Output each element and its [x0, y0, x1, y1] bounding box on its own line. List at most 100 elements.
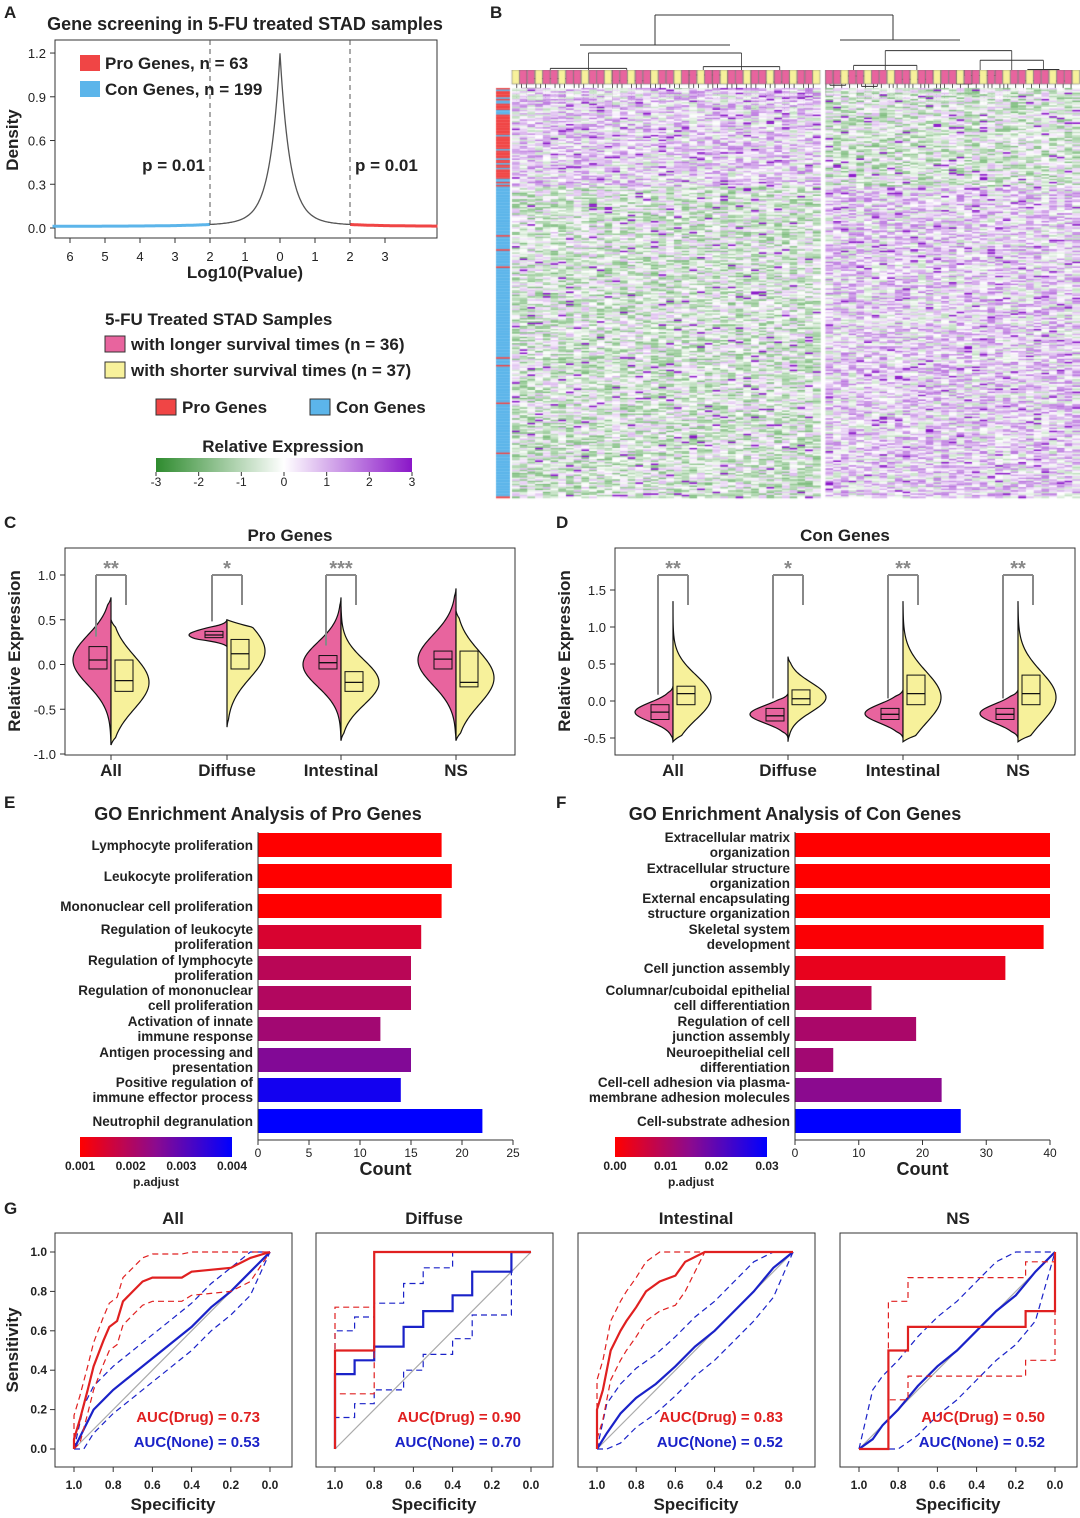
- roc-curve-none: [596, 1251, 794, 1450]
- colorbar-tick: 0.001: [65, 1159, 95, 1173]
- y-tick-label: 0.0: [588, 694, 606, 709]
- plot-frame: [839, 1232, 1078, 1468]
- colorbar-tick: 0.02: [705, 1159, 729, 1173]
- legend-label: Pro Genes, n = 63: [105, 54, 248, 73]
- bar: [258, 1109, 483, 1133]
- roc-ci-lower-drug: [334, 1251, 531, 1449]
- x-axis-label: Specificity: [653, 1495, 739, 1514]
- bar: [258, 925, 422, 949]
- pro-genes-density: [350, 223, 438, 228]
- x-tick-label: 0.0: [785, 1478, 802, 1492]
- x-tick-label: All: [662, 761, 684, 780]
- bar-label: membrane adhesion molecules: [589, 1090, 790, 1105]
- panel-letter: D: [556, 513, 568, 532]
- y-tick-label: 0.6: [28, 134, 46, 149]
- colorbar-tick: 0.004: [217, 1159, 247, 1173]
- roc-ci-lower-none: [597, 1251, 794, 1450]
- y-axis-label: Relative Expression: [555, 570, 574, 732]
- roc-curve-drug: [72, 1250, 271, 1449]
- x-tick-label: 30: [980, 1146, 994, 1160]
- chart-title: Pro Genes: [247, 526, 332, 545]
- panel-letter: A: [4, 3, 16, 22]
- auc-none-label: AUC(None) = 0.52: [919, 1434, 1045, 1451]
- chart-title: GO Enrichment Analysis of Pro Genes: [94, 804, 421, 824]
- colorbar-tick: 0.01: [654, 1159, 678, 1173]
- y-tick-label: 0.8: [30, 1284, 47, 1298]
- legend-label: with longer survival times (n = 36): [130, 335, 405, 354]
- bar-label: development: [707, 937, 791, 952]
- y-tick-label: 0.0: [30, 1442, 47, 1456]
- colorbar-tick: 0.03: [755, 1159, 779, 1173]
- x-tick-label: 0.4: [183, 1478, 200, 1492]
- y-tick-label: -0.5: [34, 702, 56, 717]
- panel-letter: F: [556, 793, 566, 812]
- con-genes-density: [52, 223, 210, 228]
- x-tick-label: 2: [206, 249, 213, 264]
- y-tick-label: 0.4: [30, 1363, 47, 1377]
- colorbar-tick: -3: [151, 475, 162, 489]
- auc-drug-label: AUC(Drug) = 0.73: [136, 1409, 260, 1426]
- y-tick-label: 0.5: [38, 613, 56, 628]
- y-tick-label: 0.6: [30, 1324, 47, 1338]
- x-tick-label: 0: [255, 1146, 262, 1160]
- bar: [795, 956, 1006, 980]
- p-adjust-colorbar: [80, 1137, 232, 1157]
- x-tick-label: 1: [241, 249, 248, 264]
- bar-label: Leukocyte proliferation: [104, 869, 253, 884]
- bar: [795, 1109, 961, 1133]
- x-tick-label: 0.2: [483, 1478, 500, 1492]
- panel-letter: B: [490, 3, 502, 22]
- bar: [795, 1017, 917, 1041]
- bar: [258, 833, 442, 857]
- x-tick-label: 20: [916, 1146, 930, 1160]
- x-tick-label: 0.6: [144, 1478, 161, 1492]
- x-tick-label: 0.8: [890, 1478, 907, 1492]
- roc-title: Diffuse: [405, 1209, 463, 1228]
- x-tick-label: 0.8: [366, 1478, 383, 1492]
- violin-longer: [634, 686, 674, 742]
- auc-none-label: AUC(None) = 0.53: [134, 1434, 260, 1451]
- boxplot-shorter: [1021, 674, 1041, 706]
- colorbar-title: Relative Expression: [202, 437, 364, 456]
- x-tick-label: 0.6: [667, 1478, 684, 1492]
- y-tick-label: 0.3: [28, 177, 46, 192]
- y-tick-label: 1.0: [38, 568, 56, 583]
- bar-label: Neutrophil degranulation: [93, 1114, 254, 1129]
- legend-title: 5-FU Treated STAD Samples: [105, 310, 332, 329]
- x-axis-label: Specificity: [130, 1495, 216, 1514]
- bar-label: organization: [710, 876, 790, 891]
- bar: [795, 864, 1050, 888]
- significance-stars: **: [1010, 558, 1026, 580]
- x-tick-label: 0.4: [444, 1478, 461, 1492]
- bar-label: Regulation of mononuclear: [78, 983, 254, 998]
- x-tick-label: Intestinal: [866, 761, 941, 780]
- x-tick-label: 10: [852, 1146, 866, 1160]
- x-tick-label: All: [100, 761, 122, 780]
- colorbar-tick: 0: [281, 475, 288, 489]
- violin-longer: [417, 588, 457, 741]
- bar-label: Columnar/cuboidal epithelial: [605, 983, 790, 998]
- bar-label: Antigen processing and: [99, 1045, 253, 1060]
- chart-title: Gene screening in 5-FU treated STAD samp…: [47, 14, 443, 34]
- panel-letter: C: [4, 513, 16, 532]
- bar-label: Regulation of lymphocyte: [88, 953, 254, 968]
- bar: [258, 986, 411, 1010]
- colorbar-tick: 0.00: [603, 1159, 627, 1173]
- panel-letter: E: [4, 793, 15, 812]
- bar-label: immune response: [137, 1029, 253, 1044]
- roc-curve-drug: [595, 1250, 793, 1449]
- x-tick-label: 15: [404, 1146, 418, 1160]
- roc-title: Intestinal: [659, 1209, 734, 1228]
- violin-shorter: [455, 610, 495, 741]
- x-tick-label: 5: [101, 249, 108, 264]
- boxplot-shorter: [114, 659, 134, 692]
- colorbar-tick: 2: [366, 475, 373, 489]
- legend-swatch-shorter: [104, 361, 126, 379]
- legend-label: Con Genes, n = 199: [105, 80, 262, 99]
- threshold-label: p = 0.01: [355, 156, 418, 175]
- bar-label: Cell-substrate adhesion: [637, 1114, 790, 1129]
- bar-label: immune effector process: [92, 1090, 253, 1105]
- bar: [795, 925, 1044, 949]
- x-tick-label: 3: [381, 249, 388, 264]
- bar: [258, 894, 442, 918]
